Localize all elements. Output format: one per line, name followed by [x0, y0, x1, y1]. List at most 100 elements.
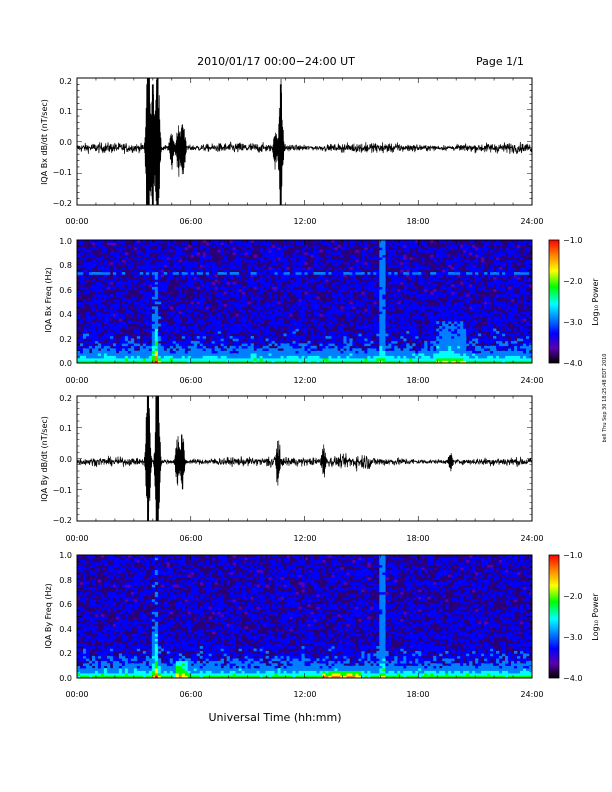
- spectrogram-cell: [274, 321, 278, 324]
- spectrogram-cell: [77, 303, 81, 307]
- spectrogram-cell: [133, 303, 138, 307]
- spectrogram-cell: [265, 301, 269, 305]
- spectrogram-cell: [85, 648, 90, 652]
- spectrogram-cell: [100, 358, 105, 361]
- spectrogram-cell: [133, 240, 138, 243]
- spectrogram-cell: [166, 254, 171, 258]
- spectrogram-cell: [77, 274, 81, 278]
- spectrogram-cell: [280, 289, 284, 292]
- spectrogram-cell: [472, 244, 476, 248]
- spectrogram-cell: [91, 655, 96, 659]
- spectrogram-cell: [202, 348, 207, 351]
- spectrogram-cell: [253, 264, 257, 268]
- spectrogram-cell: [523, 343, 527, 347]
- spectrogram-cell: [415, 328, 419, 332]
- spectrogram-cell: [484, 358, 488, 361]
- spectrogram-cell: [511, 244, 515, 248]
- spectrogram-cell: [214, 279, 218, 283]
- spectrogram-cell: [292, 274, 296, 278]
- spectrogram-cell: [373, 348, 377, 351]
- spectrogram-cell: [310, 281, 314, 285]
- spectrogram-cell: [142, 306, 147, 310]
- spectrogram-cell: [499, 358, 503, 361]
- spectrogram-cell: [382, 331, 386, 334]
- spectrogram-cell: [508, 267, 512, 270]
- spectrogram-cell: [217, 353, 221, 356]
- spectrogram-cell: [77, 358, 81, 361]
- spectrogram-cell: [133, 353, 138, 356]
- spectrogram-cell: [298, 323, 302, 327]
- spectrogram-cell: [517, 296, 521, 300]
- spectrogram-cell: [121, 267, 126, 270]
- spectrogram-cell: [139, 308, 144, 312]
- spectrogram-cell: [238, 350, 242, 354]
- spectrogram-cell: [379, 303, 383, 307]
- spectrogram-cell: [148, 269, 153, 273]
- spectrogram-cell: [334, 358, 338, 361]
- spectrogram-cell: [382, 276, 386, 280]
- spectrogram-cell: [208, 291, 212, 295]
- spectrogram-cell: [118, 358, 123, 361]
- spectrogram-cell: [127, 308, 132, 312]
- spectrogram-cell: [169, 326, 174, 329]
- spectrogram-cell: [238, 348, 242, 351]
- spectrogram-cell: [262, 269, 266, 273]
- spectrogram-cell: [439, 343, 443, 347]
- spectrogram-cell: [367, 350, 371, 354]
- spectrogram-cell: [511, 313, 515, 317]
- spectrogram-cell: [451, 254, 455, 258]
- spectrogram-cell: [175, 358, 180, 361]
- spectrogram-cell: [373, 289, 377, 292]
- spectrogram-cell: [343, 289, 347, 292]
- spectrogram-cell: [172, 348, 177, 351]
- spectrogram-cell: [340, 271, 344, 275]
- spectrogram-cell: [253, 242, 257, 246]
- spectrogram-cell: [292, 267, 296, 270]
- spectrogram-cell: [433, 289, 437, 292]
- spectrogram-cell: [466, 318, 470, 322]
- spectrogram-cell: [121, 247, 126, 251]
- spectrogram-cell: [427, 294, 431, 297]
- spectrogram-cell: [457, 306, 461, 310]
- spectrogram-cell: [511, 316, 515, 320]
- spectrogram-cell: [430, 249, 434, 253]
- spectrogram-cell: [223, 291, 227, 295]
- trace-line: [76, 395, 533, 522]
- spectrogram-cell: [445, 254, 449, 258]
- spectrogram-cell: [298, 296, 302, 300]
- spectrogram-cell: [121, 240, 126, 243]
- spectrogram-cell: [487, 358, 491, 361]
- spectrogram-cell: [436, 249, 440, 253]
- spectrogram-cell: [130, 321, 135, 324]
- spectrogram-cell: [88, 267, 93, 270]
- spectrogram-cell: [229, 328, 233, 332]
- spectrogram-cell: [382, 240, 386, 243]
- spectrogram-cell: [322, 279, 326, 283]
- spectrogram-cell: [160, 289, 165, 292]
- spectrogram-cell: [331, 299, 335, 302]
- spectrogram-cell: [442, 306, 446, 310]
- spectrogram-cell: [238, 306, 242, 310]
- spectrogram-cell: [166, 355, 171, 359]
- spectrogram-cell: [322, 355, 326, 359]
- spectrogram-cell: [364, 247, 368, 251]
- spectrogram-cell: [142, 348, 147, 351]
- spectrogram-cell: [520, 358, 524, 361]
- spectrogram-cell: [250, 331, 254, 334]
- spectrogram-cell: [364, 343, 368, 347]
- spectrogram-cell: [214, 269, 218, 273]
- spectrogram-cell: [319, 284, 323, 288]
- spectrogram-cell: [160, 326, 165, 329]
- spectrogram-cell: [88, 626, 93, 630]
- spectrogram-cell: [91, 335, 96, 339]
- spectrogram-cell: [100, 594, 105, 598]
- spectrogram-cell: [232, 355, 236, 359]
- spectrogram-cell: [235, 358, 239, 361]
- spectrogram-cell: [487, 284, 491, 288]
- spectrogram-cell: [193, 358, 198, 361]
- spectrogram-cell: [286, 328, 290, 332]
- spectrogram-cell: [103, 631, 108, 635]
- spectrogram-cell: [298, 276, 302, 280]
- spectrogram-cell: [244, 301, 248, 305]
- spectrogram-cell: [340, 321, 344, 324]
